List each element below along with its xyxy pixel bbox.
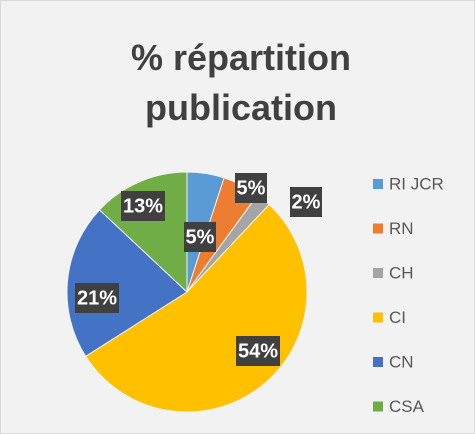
data-label: 54% — [238, 340, 278, 362]
data-label: 5% — [237, 177, 266, 199]
legend-label: RI JCR — [389, 174, 444, 193]
data-label-box — [236, 336, 280, 366]
legend-swatch — [373, 268, 383, 278]
legend-label: CSA — [389, 397, 425, 416]
legend-swatch — [373, 223, 383, 234]
data-label: 21% — [77, 287, 117, 309]
data-label-box — [235, 173, 267, 203]
legend-label: CI — [389, 308, 406, 327]
legend-label: CN — [389, 352, 414, 371]
legend-swatch — [373, 179, 383, 189]
legend-swatch — [373, 312, 383, 323]
data-label-box — [75, 283, 119, 313]
chart-title: % répartition publication — [130, 37, 352, 128]
data-label-box — [121, 191, 165, 221]
legend-swatch — [373, 357, 383, 367]
legend-label: CH — [389, 263, 414, 282]
data-label: 5% — [186, 226, 215, 248]
legend-label: RN — [389, 219, 414, 238]
data-label: 13% — [123, 195, 163, 217]
data-label-box — [184, 222, 216, 252]
pie-slice — [66, 209, 188, 357]
legend-swatch — [373, 401, 383, 412]
data-label-box — [290, 187, 322, 217]
data-label: 2% — [292, 191, 321, 213]
